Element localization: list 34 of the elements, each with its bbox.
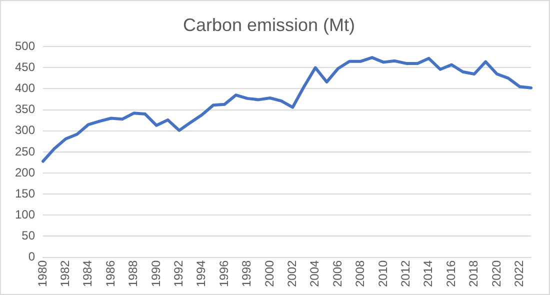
y-tick-label: 400 <box>14 81 36 96</box>
x-tick-label: 1980 <box>35 260 50 288</box>
y-tick-label: 200 <box>14 165 36 180</box>
x-tick-label: 1988 <box>126 260 140 288</box>
x-tick-label: 1986 <box>103 260 118 288</box>
y-tick-label: 500 <box>14 38 36 53</box>
y-tick-label: 300 <box>14 123 36 138</box>
x-tick-label: 2018 <box>466 260 481 288</box>
x-tick-label: 2022 <box>512 260 526 288</box>
x-tick-label: 1998 <box>240 260 254 288</box>
y-tick-label: 50 <box>22 228 36 243</box>
x-tick-label: 2012 <box>398 260 412 288</box>
x-tick-label: 1982 <box>58 260 72 288</box>
y-tick-label: 450 <box>14 60 36 74</box>
x-tick-label: 2004 <box>308 260 322 288</box>
x-tick-label: 2002 <box>284 260 299 288</box>
x-tick-label: 2006 <box>330 260 344 288</box>
x-tick-label: 1990 <box>148 260 163 288</box>
x-tick-label: 2014 <box>421 260 436 288</box>
x-tick-label: 2010 <box>376 260 390 288</box>
y-tick-label: 250 <box>14 144 36 158</box>
y-tick-label: 150 <box>14 186 36 200</box>
x-tick-label: 2000 <box>262 260 276 288</box>
x-tick-label: 1984 <box>80 260 95 288</box>
x-tick-label: 2016 <box>444 260 458 288</box>
chart-title: Carbon emission (Mt) <box>182 14 356 35</box>
x-tick-label: 1994 <box>194 260 208 288</box>
y-tick-label: 100 <box>14 207 36 222</box>
x-tick-label: 1996 <box>216 260 231 288</box>
x-tick-label: 2008 <box>353 260 368 288</box>
y-tick-label: 0 <box>28 250 36 264</box>
x-tick-label: 1992 <box>172 260 186 288</box>
x-tick-label: 2020 <box>489 260 504 288</box>
y-tick-label: 350 <box>14 102 36 116</box>
